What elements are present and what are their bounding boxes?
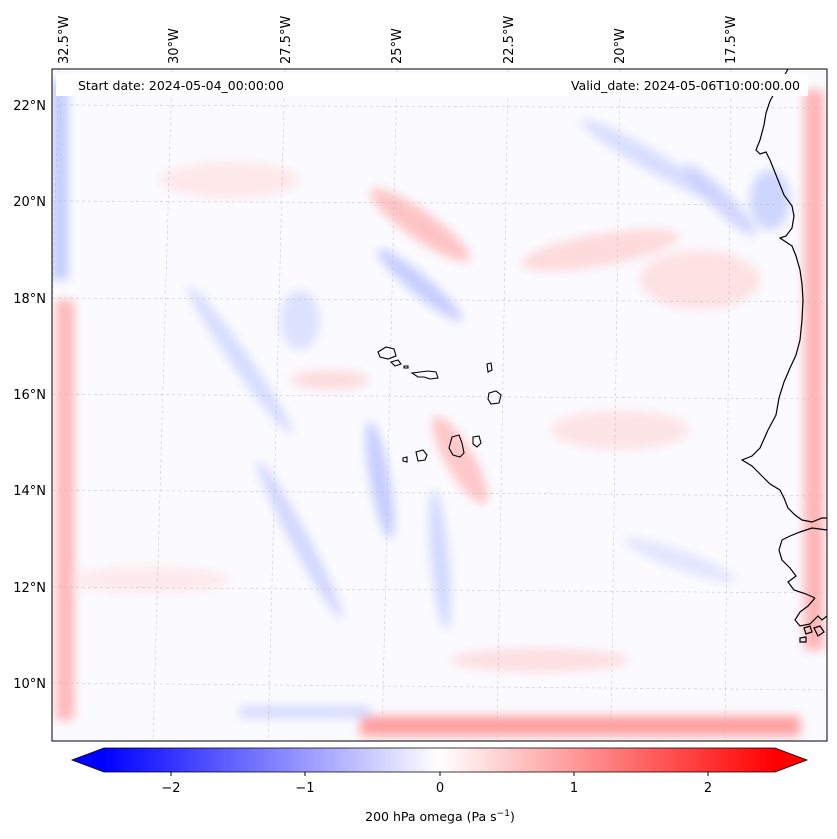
colorbar-field-name: 200 hPa omega <box>365 809 462 824</box>
island-santo-antao <box>377 346 397 360</box>
island-boa-vista <box>487 390 502 405</box>
coastline-west-africa <box>740 69 827 523</box>
omega-blue-patch <box>580 119 720 201</box>
map-frame <box>51 68 828 742</box>
lon-label: 22.5°W <box>502 16 517 64</box>
bijagos-island <box>799 636 807 643</box>
gridline-lon-22_5 <box>496 69 509 741</box>
island-brava <box>402 456 408 463</box>
bijagos-island <box>803 625 813 635</box>
colorbar-units: Pa s <box>472 809 497 824</box>
colorbar-outline <box>70 747 809 773</box>
colorbar-tick-label: −1 <box>295 781 314 796</box>
gridline-lon-30 <box>152 69 173 741</box>
colorbar-tick-label: −2 <box>161 781 180 796</box>
island-sao-nicolau <box>410 370 439 380</box>
gridlines <box>52 69 827 741</box>
header-strip <box>56 74 808 96</box>
island-sao-vicente <box>389 359 402 367</box>
coastline <box>740 69 827 643</box>
map-background <box>52 69 827 741</box>
lat-label: 10°N <box>13 677 46 692</box>
omega-red-patch <box>290 370 370 390</box>
island-fogo <box>415 449 428 462</box>
colorbar-ticks <box>170 772 709 776</box>
lat-label: 20°N <box>13 195 46 210</box>
lat-label: 14°N <box>13 484 46 499</box>
omega-red-patch <box>450 648 630 672</box>
omega-red-patch <box>432 416 488 504</box>
island-santiago <box>448 434 465 458</box>
lat-label: 22°N <box>13 99 46 114</box>
lat-label: 16°N <box>13 388 46 403</box>
omega-blue-patch <box>750 170 790 230</box>
colorbar-label: 200 hPa omega (Pa s−1) <box>365 809 515 824</box>
omega-field <box>52 80 824 736</box>
omega-bottom-edge-blue <box>240 706 370 718</box>
omega-red-patch <box>70 566 230 594</box>
valid-date-label: Valid_date: 2024-05-06T10:00:00.00 <box>571 78 800 93</box>
omega-blue-patch <box>187 286 293 434</box>
lat-label: 18°N <box>13 292 46 307</box>
colorbar-extend-high <box>775 748 807 772</box>
latitude-labels: 22°N 20°N 18°N 16°N 14°N 12°N 10°N <box>13 99 46 692</box>
island-maio <box>472 435 482 448</box>
longitude-labels: 32.5°W 30°W 27.5°W 25°W 22.5°W 20°W 17.5… <box>57 16 739 64</box>
omega-bottom-edge-band <box>360 716 800 736</box>
colorbar-body <box>104 748 775 772</box>
lon-label: 30°W <box>167 28 182 64</box>
omega-blue-patch <box>683 163 757 237</box>
omega-blue-patch <box>377 248 463 322</box>
gridline-lon-20 <box>610 69 621 741</box>
omega-right-edge-band <box>804 90 824 650</box>
lon-label: 27.5°W <box>279 16 294 64</box>
omega-blue-patch <box>257 460 343 620</box>
colorbar-tick-label: 1 <box>570 781 578 796</box>
colorbar-tick-label: 2 <box>704 781 712 796</box>
omega-blue-patch <box>280 290 320 350</box>
omega-left-edge-blue <box>52 80 68 280</box>
omega-red-patch <box>550 410 690 450</box>
omega-red-patch <box>521 228 679 272</box>
start-date-label: Start date: 2024-05-04_00:00:00 <box>78 78 284 93</box>
omega-blue-patch <box>429 490 451 630</box>
coastline-senegambia <box>778 527 827 599</box>
omega-red-patch <box>160 162 300 198</box>
omega-red-patch <box>370 188 470 262</box>
gridline-lon-27_5 <box>267 69 286 741</box>
colorbar-extend-low <box>72 748 104 772</box>
colorbar-tick-label: 0 <box>436 781 444 796</box>
omega-left-edge-band <box>56 300 74 720</box>
colorbar-field-units: ( <box>467 809 472 824</box>
island-sal <box>486 362 493 373</box>
omega-red-patch <box>640 250 760 310</box>
lat-label: 12°N <box>13 581 46 596</box>
coastline-guinea-bissau <box>794 597 827 627</box>
gridline-lon-17_5 <box>724 69 732 741</box>
lon-label: 20°W <box>613 28 628 64</box>
island-santa-luzia <box>403 365 409 369</box>
lon-label: 17.5°W <box>724 16 739 64</box>
colorbar-units-exponent: −1 <box>497 809 510 819</box>
omega-blue-patch <box>623 537 737 583</box>
map-panel: Start date: 2024-05-04_00:00:00 Valid_da… <box>52 69 827 741</box>
bijagos-island <box>813 625 825 637</box>
lon-label: 25°W <box>390 28 405 64</box>
cape-verde-islands <box>377 346 502 463</box>
lon-label: 32.5°W <box>57 16 72 64</box>
gridline-lon-25 <box>381 69 398 741</box>
colorbar-units-close: ) <box>510 809 515 824</box>
colorbar: −2 −1 0 1 2 200 hPa omega (Pa s−1) <box>70 747 809 824</box>
